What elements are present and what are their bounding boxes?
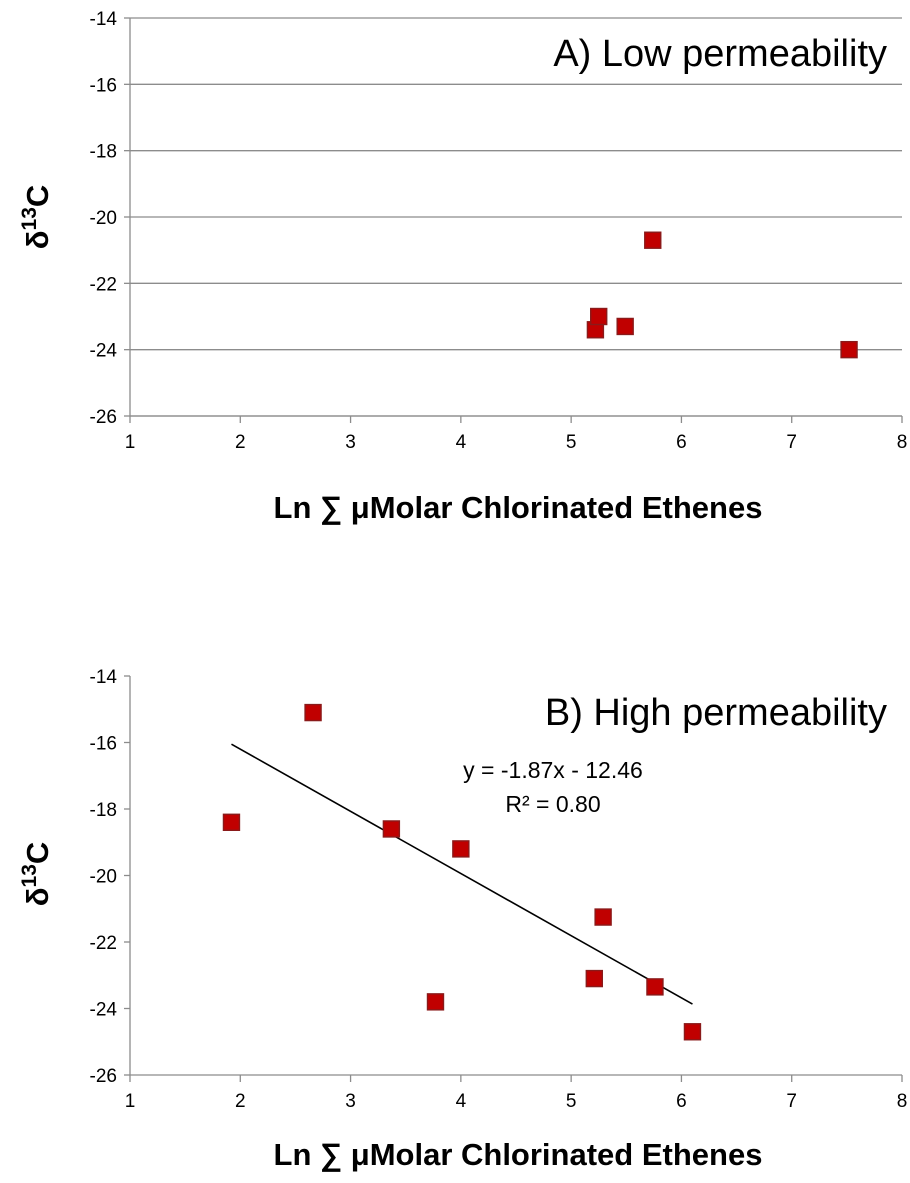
y-tick-label: -24 xyxy=(90,1000,118,1021)
panel-a-data-points xyxy=(586,231,858,359)
panel-a-axes xyxy=(124,17,903,423)
panel-b-axes xyxy=(124,675,903,1082)
panel-b-y-tick-labels: -14 -16 -18 -20 -22 -24 -26 xyxy=(90,667,118,1087)
panel-b-y-label-superscript: 13 xyxy=(18,864,41,887)
panel-b: -14 -16 -18 -20 -22 -24 -26 1 2 3 4 5 6 7 8 B) High p… xyxy=(18,667,907,1172)
x-tick-label: 6 xyxy=(676,432,687,453)
data-point xyxy=(616,317,634,336)
panel-a-y-axis-label: δ13C xyxy=(18,185,55,250)
panel-a-title: A) Low permeability xyxy=(553,33,887,75)
x-tick-label: 4 xyxy=(456,1091,467,1112)
y-tick-label: -24 xyxy=(90,341,118,362)
data-point xyxy=(644,231,662,249)
x-tick-label: 3 xyxy=(345,1091,356,1112)
data-point xyxy=(222,813,241,831)
y-tick-label: -26 xyxy=(90,1066,117,1087)
y-tick-label: -18 xyxy=(90,800,117,821)
panel-a-y-label-superscript: 13 xyxy=(18,207,41,230)
data-point xyxy=(590,307,608,326)
x-tick-label: 1 xyxy=(125,1091,136,1112)
x-tick-label: 1 xyxy=(125,432,136,453)
y-tick-label: -22 xyxy=(90,933,117,954)
panel-a-y-label-element: C xyxy=(20,185,55,207)
panel-b-data-points xyxy=(222,703,702,1041)
panel-a-y-tick-labels: -14 -16 -18 -20 -22 -24 -26 xyxy=(90,9,118,428)
x-tick-label: 8 xyxy=(897,432,908,453)
x-tick-label: 7 xyxy=(786,432,797,453)
panel-a: -14 -16 -18 -20 -22 -24 -26 1 2 3 4 5 6 7 8 A) Low pe… xyxy=(18,9,907,525)
data-point xyxy=(452,840,470,858)
panel-b-y-label-element: C xyxy=(20,842,55,864)
y-tick-label: -14 xyxy=(90,667,118,688)
data-point xyxy=(840,340,858,359)
data-point xyxy=(585,969,604,988)
panel-a-y-label-delta: δ xyxy=(20,230,55,249)
data-point xyxy=(646,978,664,996)
x-tick-label: 4 xyxy=(456,432,467,453)
panel-b-x-tick-labels: 1 2 3 4 5 6 7 8 xyxy=(125,1091,908,1112)
y-tick-label: -26 xyxy=(90,407,117,428)
y-tick-label: -20 xyxy=(90,208,117,229)
data-point xyxy=(594,908,612,926)
y-tick-label: -20 xyxy=(90,867,117,888)
data-point xyxy=(683,1023,702,1041)
panel-b-x-axis-label: Ln ∑ μMolar Chlorinated Ethenes xyxy=(274,1137,763,1172)
y-tick-label: -14 xyxy=(90,9,118,30)
panel-a-x-axis-label: Ln ∑ μMolar Chlorinated Ethenes xyxy=(274,490,763,525)
panel-b-r-squared: R² = 0.80 xyxy=(505,791,600,817)
y-tick-label: -18 xyxy=(90,142,117,163)
x-tick-label: 2 xyxy=(235,432,246,453)
y-tick-label: -22 xyxy=(90,274,117,295)
x-tick-label: 7 xyxy=(786,1091,797,1112)
panel-b-trendline-group xyxy=(231,743,693,1005)
panel-b-y-label-delta: δ xyxy=(20,887,55,906)
y-tick-label: -16 xyxy=(90,75,117,96)
data-point xyxy=(304,703,322,722)
panel-b-y-axis-label: δ13C xyxy=(18,842,55,907)
x-tick-label: 8 xyxy=(897,1091,908,1112)
panel-b-title: B) High permeability xyxy=(545,692,887,734)
x-tick-label: 5 xyxy=(566,1091,577,1112)
panel-a-x-tick-labels: 1 2 3 4 5 6 7 8 xyxy=(125,432,908,453)
x-tick-label: 3 xyxy=(345,432,356,453)
x-tick-label: 2 xyxy=(235,1091,246,1112)
x-tick-label: 6 xyxy=(676,1091,687,1112)
panel-b-trendline-equation: y = -1.87x - 12.46 xyxy=(463,757,643,783)
data-point xyxy=(382,820,401,838)
trendline xyxy=(231,743,693,1005)
data-point xyxy=(426,993,445,1011)
y-tick-label: -16 xyxy=(90,734,117,755)
x-tick-label: 5 xyxy=(566,432,577,453)
